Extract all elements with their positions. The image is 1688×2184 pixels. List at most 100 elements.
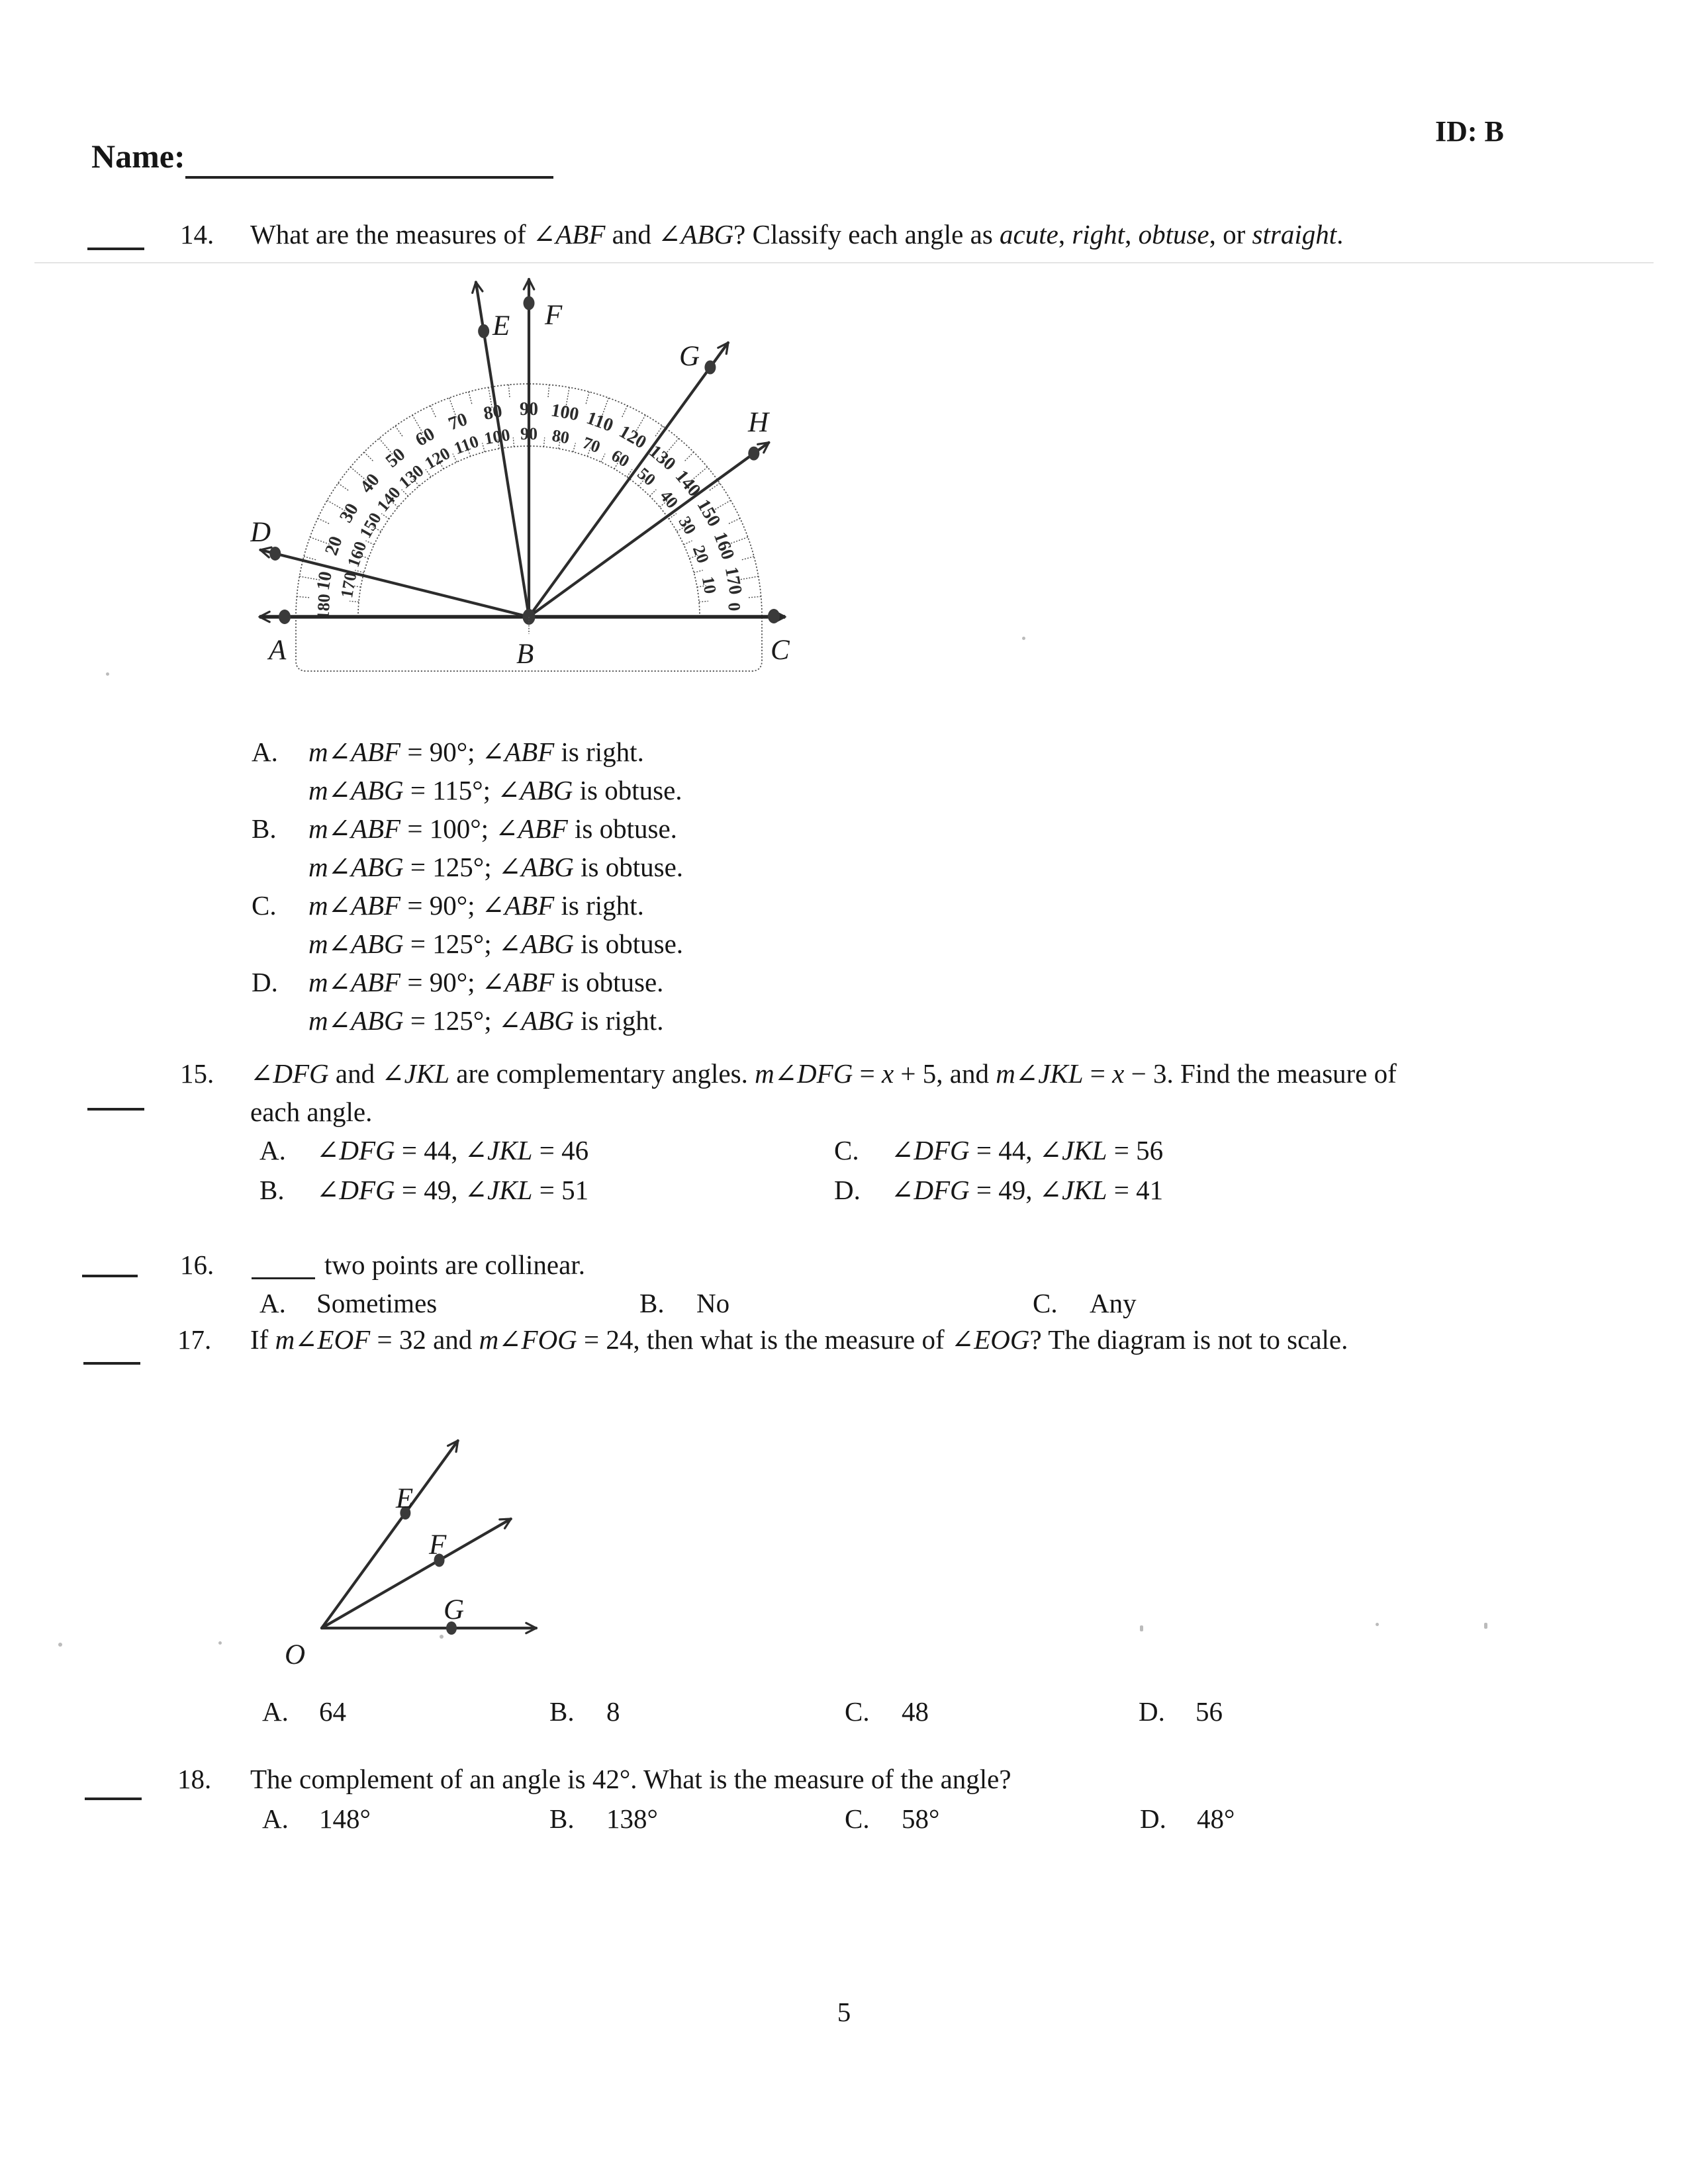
protractor-scale-number: 30 bbox=[336, 500, 363, 526]
protractor-scale-number: 70 bbox=[580, 433, 602, 457]
point-label-F: F bbox=[428, 1529, 447, 1561]
point-label-E: E bbox=[395, 1483, 413, 1514]
option-letter: D. bbox=[1140, 1803, 1166, 1834]
option-letter: B. bbox=[639, 1288, 665, 1318]
protractor-scale-number: 170 bbox=[721, 565, 746, 596]
ray-BD bbox=[259, 548, 531, 619]
scan-speck bbox=[440, 1635, 444, 1639]
scan-speck bbox=[218, 1641, 222, 1645]
protractor-scale-number: 70 bbox=[445, 409, 470, 435]
option-text: m∠ABF = 90°; ∠ABF is right. bbox=[308, 890, 644, 921]
option-text: ∠DFG = 44, ∠JKL = 46 bbox=[316, 1135, 589, 1165]
arrowhead bbox=[717, 341, 729, 349]
option-text: Any bbox=[1090, 1288, 1137, 1318]
scan-speck bbox=[106, 672, 109, 676]
arrowhead bbox=[446, 1439, 459, 1447]
arrowhead bbox=[259, 546, 273, 551]
option-letter: B. bbox=[252, 813, 277, 844]
protractor-base bbox=[295, 617, 763, 672]
arrowhead bbox=[259, 549, 270, 559]
protractor-scale-number: 160 bbox=[710, 529, 738, 563]
scan-speck bbox=[58, 1643, 62, 1647]
option-letter: A. bbox=[262, 1696, 289, 1727]
option-letter: D. bbox=[252, 967, 278, 997]
vertex-label-O: O bbox=[285, 1639, 305, 1670]
arrowhead bbox=[258, 610, 271, 618]
name-blank bbox=[185, 176, 553, 179]
scan-speck bbox=[1484, 1623, 1487, 1629]
option-letter: D. bbox=[1139, 1696, 1165, 1727]
arrowhead bbox=[525, 1621, 538, 1629]
option-letter: A. bbox=[259, 1135, 286, 1165]
protractor-scale-number: 10 bbox=[698, 575, 720, 596]
option-text: ∠DFG = 49, ∠JKL = 51 bbox=[316, 1175, 589, 1205]
point-dot-G bbox=[704, 360, 716, 375]
protractor-scale-number: 20 bbox=[321, 533, 347, 558]
answer-blank-q15 bbox=[87, 1108, 144, 1111]
fill-in-blank-q16 bbox=[252, 1277, 315, 1279]
option-text: Sometimes bbox=[316, 1288, 438, 1318]
option-letter: C. bbox=[845, 1803, 870, 1834]
option-text: 8 bbox=[606, 1696, 620, 1727]
angle-eog-figure: EF G O bbox=[285, 1439, 538, 1670]
option-text: 148° bbox=[319, 1803, 371, 1834]
protractor-scale-number: 10 bbox=[313, 570, 336, 592]
protractor-scale-number: 80 bbox=[482, 401, 504, 424]
question-number-q16: 16. bbox=[180, 1250, 214, 1280]
arrowhead bbox=[258, 615, 271, 623]
question-number-q17: 17. bbox=[177, 1324, 212, 1355]
option-text: m∠ABG = 125°; ∠ABG is obtuse. bbox=[308, 929, 684, 959]
name-label: Name: bbox=[91, 138, 185, 175]
point-dot-E bbox=[478, 324, 490, 338]
page-number: 5 bbox=[837, 1997, 851, 2027]
point-label-F: F bbox=[544, 300, 563, 331]
protractor-scale-number: 30 bbox=[675, 513, 700, 537]
point-label-C: C bbox=[771, 635, 790, 666]
question-text-q16: two points are collinear. bbox=[324, 1250, 585, 1280]
option-text: 58° bbox=[902, 1803, 940, 1834]
arrowhead bbox=[503, 1518, 512, 1529]
option-letter: C. bbox=[845, 1696, 870, 1727]
answer-blank-q17 bbox=[83, 1362, 140, 1365]
option-text: m∠ABF = 90°; ∠ABF is obtuse. bbox=[308, 967, 664, 997]
question-number-q14: 14. bbox=[180, 219, 214, 250]
scan-artifact-line bbox=[34, 262, 1654, 263]
option-text: m∠ABG = 125°; ∠ABG is right. bbox=[308, 1005, 664, 1036]
ray-OF bbox=[320, 1517, 512, 1630]
answer-blank-q18 bbox=[85, 1797, 142, 1800]
point-dot-F bbox=[523, 296, 535, 310]
point-label-A: A bbox=[267, 635, 287, 666]
point-label-E: E bbox=[492, 310, 510, 341]
protractor-scale-number: 50 bbox=[382, 444, 409, 472]
question-number-q15: 15. bbox=[180, 1058, 214, 1089]
protractor-scale-number: 0 bbox=[724, 602, 744, 612]
option-letter: C. bbox=[834, 1135, 859, 1165]
arrowhead bbox=[475, 281, 484, 293]
arrowhead bbox=[522, 278, 530, 291]
point-dot-C bbox=[768, 609, 780, 623]
arrowhead bbox=[757, 441, 771, 445]
option-text: 138° bbox=[606, 1803, 658, 1834]
protractor-scale-number: 100 bbox=[549, 400, 581, 425]
question-text-q14: What are the measures of ∠ABF and ∠ABG? … bbox=[250, 219, 1344, 250]
protractor-scale-number: 170 bbox=[337, 570, 360, 599]
option-text: 56 bbox=[1196, 1696, 1223, 1727]
option-letter: C. bbox=[1033, 1288, 1058, 1318]
point-dot-A bbox=[279, 610, 291, 624]
point-dot-F bbox=[434, 1553, 445, 1567]
option-text: ∠DFG = 49, ∠JKL = 41 bbox=[891, 1175, 1164, 1205]
protractor-scale-number: 60 bbox=[412, 424, 438, 451]
arrowhead bbox=[763, 441, 771, 454]
arrowhead bbox=[725, 341, 729, 355]
arrowhead bbox=[525, 1627, 538, 1635]
question-text-q15-line1: ∠DFG and ∠JKL are complementary angles. … bbox=[250, 1058, 1397, 1089]
point-dot-E bbox=[400, 1506, 411, 1520]
option-letter: A. bbox=[259, 1288, 286, 1318]
option-letter: A. bbox=[262, 1803, 289, 1834]
scan-speck bbox=[1140, 1625, 1143, 1631]
ray-BH bbox=[527, 441, 771, 619]
scan-speck bbox=[1376, 1623, 1379, 1626]
point-dot-D bbox=[269, 546, 281, 561]
